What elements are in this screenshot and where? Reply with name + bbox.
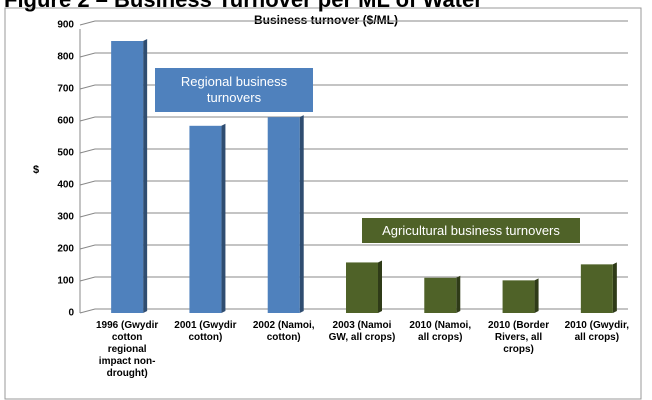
bar-side — [378, 260, 382, 313]
annotation: Agricultural business turnovers — [362, 218, 580, 243]
bar — [189, 125, 222, 313]
y-tick-label: 200 — [57, 244, 74, 255]
bar-side — [534, 278, 539, 313]
grid-line — [79, 180, 628, 186]
bar — [502, 280, 535, 313]
y-tick-label: 300 — [57, 212, 74, 223]
grid-line — [79, 212, 628, 218]
x-tick-label: 2010 (Namoi, all crops) — [409, 320, 472, 343]
bar — [424, 277, 457, 313]
y-tick-label: 500 — [57, 148, 74, 159]
x-tick-label: 1996 (Gwydir cotton regional impact non-… — [96, 320, 159, 379]
grid-line — [79, 116, 628, 122]
bar — [346, 262, 378, 313]
y-tick-label: 0 — [68, 308, 74, 319]
grid-line — [79, 148, 628, 154]
y-tick-label: 600 — [57, 116, 74, 127]
x-tick-label: 2002 (Namoi, cotton) — [252, 320, 315, 343]
heading: Figure 2 – Business Turnover per ML of W… — [4, 0, 483, 13]
grid-line — [79, 84, 628, 90]
y-axis-label: $ — [33, 164, 39, 176]
grid-line — [79, 52, 628, 58]
annotation: Regional business turnovers — [155, 68, 313, 112]
grid-line — [79, 276, 628, 282]
bar-side — [221, 123, 226, 313]
bar-side — [143, 39, 148, 313]
y-tick-label: 800 — [57, 52, 74, 63]
y-tick-label: 900 — [57, 20, 74, 31]
bar — [111, 41, 144, 313]
x-tick-label: 2010 (Gwydir, all crops) — [564, 320, 630, 343]
y-tick-label: 700 — [57, 84, 74, 95]
bar-side — [299, 115, 304, 313]
bar — [267, 117, 300, 313]
grid-line — [79, 244, 628, 250]
x-tick-label: 2001 (Gwydir cotton) — [174, 320, 237, 343]
y-tick-label: 100 — [57, 276, 74, 287]
chart-border — [4, 7, 642, 400]
bar — [580, 264, 613, 313]
x-tick-label: 2010 (Border Rivers, all crops) — [487, 320, 550, 355]
bar-side — [456, 275, 461, 313]
chart-title: Business turnover ($/ML) — [254, 13, 398, 27]
bar-side — [612, 262, 617, 313]
grid-line — [79, 20, 628, 26]
x-tick-label: 2003 (Namoi GW, all crops) — [328, 320, 396, 343]
y-tick-label: 400 — [57, 180, 74, 191]
